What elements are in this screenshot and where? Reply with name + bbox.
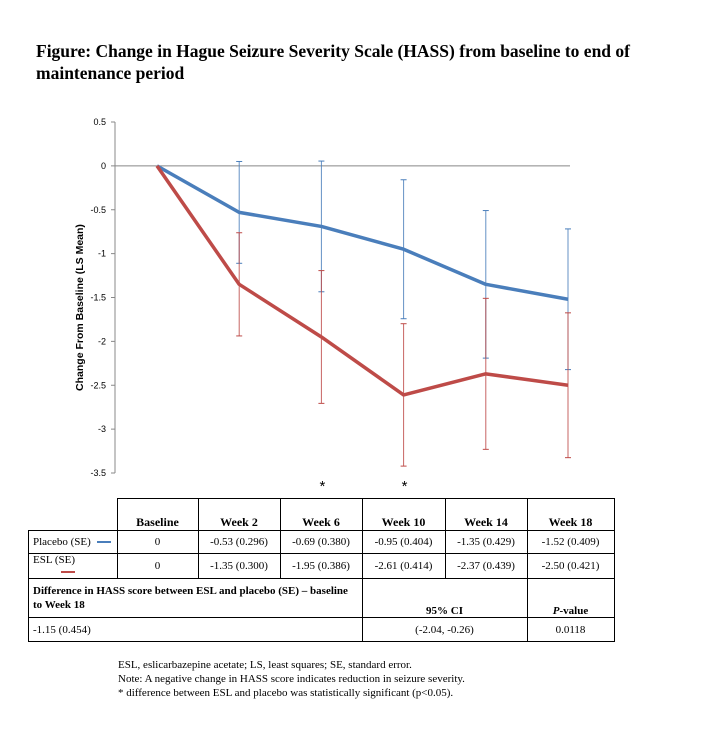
row-label: ESL (SE) bbox=[33, 554, 76, 566]
table-row-esl: ESL (SE) 0 -1.35 (0.300) -1.95 (0.386) -… bbox=[28, 553, 615, 579]
header-week18: Week 18 bbox=[526, 498, 615, 531]
cell: 0 bbox=[116, 553, 199, 579]
header-baseline: Baseline bbox=[116, 498, 199, 531]
ci-header: 95% CI bbox=[361, 578, 528, 618]
table-row-placebo: Placebo (SE) 0 -0.53 (0.296) -0.69 (0.38… bbox=[28, 530, 615, 554]
cell: -1.95 (0.386) bbox=[279, 553, 363, 579]
y-tick-label: -3 bbox=[98, 424, 106, 434]
diff-header: Difference in HASS score between ESL and… bbox=[28, 578, 363, 618]
header-week10: Week 10 bbox=[361, 498, 446, 531]
p-value: 0.0118 bbox=[526, 617, 615, 642]
cell: -2.50 (0.421) bbox=[526, 553, 615, 579]
figure-title: Figure: Change in Hague Seizure Severity… bbox=[36, 41, 630, 83]
cell: -1.35 (0.429) bbox=[444, 530, 528, 554]
y-tick-label: -3.5 bbox=[90, 468, 106, 478]
y-tick-label: -2 bbox=[98, 336, 106, 346]
cell: -0.95 (0.404) bbox=[361, 530, 446, 554]
ci-value: (-2.04, -0.26) bbox=[361, 617, 528, 642]
cell: -1.52 (0.409) bbox=[526, 530, 615, 554]
series-line-placebo bbox=[156, 164, 569, 301]
cell: -0.69 (0.380) bbox=[279, 530, 363, 554]
y-tick-label: -1.5 bbox=[90, 293, 106, 303]
row-label: Placebo (SE) bbox=[33, 536, 91, 548]
data-table: Baseline Week 2 Week 6 Week 10 Week 14 W… bbox=[28, 498, 615, 642]
p-header: P-value bbox=[526, 578, 615, 618]
cell: -2.61 (0.414) bbox=[361, 553, 446, 579]
y-tick-label: -1 bbox=[98, 249, 106, 259]
footnote: ESL, eslicarbazepine acetate; LS, least … bbox=[118, 659, 412, 671]
cell: -2.37 (0.439) bbox=[444, 553, 528, 579]
y-tick-label: 0 bbox=[101, 161, 106, 171]
header-week6: Week 6 bbox=[279, 498, 363, 531]
diff-header-row: Difference in HASS score between ESL and… bbox=[28, 578, 615, 618]
footnote: * difference between ESL and placebo was… bbox=[118, 687, 454, 699]
cell: -0.53 (0.296) bbox=[197, 530, 281, 554]
y-tick-label: 0.5 bbox=[93, 117, 106, 127]
footnotes: ESL, eslicarbazepine acetate; LS, least … bbox=[118, 658, 465, 700]
y-tick-label: -2.5 bbox=[90, 380, 106, 390]
cell: -1.35 (0.300) bbox=[197, 553, 281, 579]
diff-value-row: -1.15 (0.454) (-2.04, -0.26) 0.0118 bbox=[28, 617, 615, 642]
placebo-legend-swatch bbox=[96, 541, 111, 544]
header-week14: Week 14 bbox=[444, 498, 528, 531]
footnote: Note: A negative change in HASS score in… bbox=[118, 673, 465, 685]
significance-marker: * bbox=[402, 478, 408, 495]
diff-value: -1.15 (0.454) bbox=[28, 617, 363, 642]
significance-marker: * bbox=[319, 478, 325, 495]
series-line-esl bbox=[155, 164, 569, 397]
y-tick-label: -0.5 bbox=[90, 205, 106, 215]
header-week2: Week 2 bbox=[197, 498, 281, 531]
y-axis-label: Change From Baseline (LS Mean) bbox=[74, 224, 86, 391]
esl-legend-swatch bbox=[61, 571, 75, 574]
line-chart: 0.5 0 -0.5 -1 -1.5 -2 -2.5 -3 -3.5 Change From Ba… bbox=[74, 117, 571, 495]
cell: 0 bbox=[116, 530, 199, 554]
